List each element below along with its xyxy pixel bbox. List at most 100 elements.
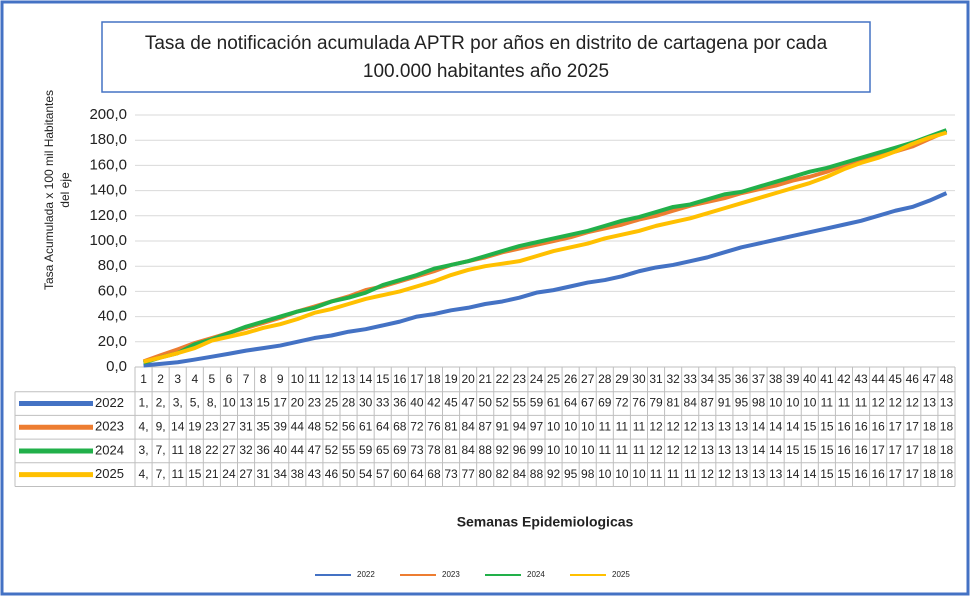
table-cell: 16 xyxy=(871,419,885,433)
y-tick-label: 200,0 xyxy=(89,106,127,123)
table-cell: 88 xyxy=(479,443,493,457)
table-cell: 61 xyxy=(547,396,561,410)
table-series-name: 2023 xyxy=(95,419,124,434)
table-cell: 13 xyxy=(718,419,732,433)
table-series-name: 2025 xyxy=(95,466,124,481)
table-cell: 77 xyxy=(461,467,475,481)
table-cell: 64 xyxy=(564,396,578,410)
x-tick-label: 20 xyxy=(461,372,475,386)
x-tick-label: 39 xyxy=(786,372,800,386)
table-cell: 43 xyxy=(308,467,322,481)
table-cell: 16 xyxy=(871,467,885,481)
table-cell: 11 xyxy=(616,419,629,433)
x-tick-label: 45 xyxy=(889,372,903,386)
series-line xyxy=(143,130,948,364)
table-cell: 40 xyxy=(274,443,288,457)
table-cell: 13 xyxy=(752,467,766,481)
chart-title: 100.000 habitantes año 2025 xyxy=(363,61,609,82)
table-cell: 52 xyxy=(325,443,339,457)
table-cell: 15 xyxy=(803,443,817,457)
y-axis-title: del eje xyxy=(58,172,72,208)
table-cell: 27 xyxy=(222,443,236,457)
table-cell: 50 xyxy=(342,467,356,481)
table-cell: 12 xyxy=(684,443,698,457)
x-tick-label: 26 xyxy=(564,372,578,386)
table-cell: 15 xyxy=(188,467,202,481)
table-cell: 12 xyxy=(649,443,663,457)
table-cell: 52 xyxy=(496,396,510,410)
table-cell: 15 xyxy=(786,443,800,457)
table-cell: 15 xyxy=(820,419,834,433)
table-cell: 10 xyxy=(222,396,236,410)
table-cell: 15 xyxy=(837,467,851,481)
legend-label: 2023 xyxy=(442,570,460,579)
table-cell: 18 xyxy=(923,443,937,457)
table-cell: 15 xyxy=(803,419,817,433)
x-tick-label: 16 xyxy=(393,372,407,386)
table-cell: 97 xyxy=(530,419,544,433)
table-cell: 10 xyxy=(547,419,561,433)
table-cell: 17 xyxy=(274,396,288,410)
table-cell: 23 xyxy=(205,419,219,433)
y-tick-label: 60,0 xyxy=(98,282,127,299)
table-cell: 95 xyxy=(735,396,749,410)
table-cell: 12 xyxy=(906,396,920,410)
table-cell: 45 xyxy=(444,396,458,410)
table-cell: 81 xyxy=(444,419,458,433)
x-tick-label: 13 xyxy=(342,372,356,386)
table-cell: 87 xyxy=(701,396,715,410)
table-cell: 14 xyxy=(752,443,766,457)
table-cell: 19 xyxy=(188,419,202,433)
table-cell: 17 xyxy=(889,467,903,481)
table-cell: 13 xyxy=(923,396,937,410)
table-cell: 17 xyxy=(906,467,920,481)
table-cell: 28 xyxy=(342,396,356,410)
x-tick-label: 12 xyxy=(325,372,339,386)
table-cell: 67 xyxy=(581,396,595,410)
table-cell: 13 xyxy=(735,467,749,481)
table-cell: 10 xyxy=(632,467,646,481)
x-tick-label: 24 xyxy=(530,372,544,386)
table-cell: 4, xyxy=(139,467,149,481)
table-cell: 81 xyxy=(666,396,680,410)
table-cell: 11 xyxy=(633,443,646,457)
table-cell: 87 xyxy=(479,419,493,433)
table-cell: 14 xyxy=(769,443,783,457)
x-tick-label: 25 xyxy=(547,372,561,386)
x-tick-label: 32 xyxy=(666,372,680,386)
table-cell: 14 xyxy=(769,419,783,433)
table-cell: 11 xyxy=(171,443,184,457)
x-tick-label: 22 xyxy=(496,372,510,386)
table-cell: 17 xyxy=(889,443,903,457)
y-tick-label: 100,0 xyxy=(89,232,127,249)
table-cell: 35 xyxy=(256,419,270,433)
table-cell: 12 xyxy=(718,467,732,481)
table-cell: 1, xyxy=(139,396,149,410)
table-cell: 13 xyxy=(239,396,253,410)
table-cell: 84 xyxy=(684,396,698,410)
x-tick-label: 23 xyxy=(513,372,527,386)
table-cell: 69 xyxy=(598,396,612,410)
table-cell: 16 xyxy=(837,419,851,433)
series-line xyxy=(142,128,948,365)
table-cell: 84 xyxy=(461,443,475,457)
table-cell: 13 xyxy=(735,419,749,433)
table-cell: 68 xyxy=(427,467,441,481)
table-cell: 11 xyxy=(838,396,851,410)
table-cell: 31 xyxy=(239,419,253,433)
table-cell: 12 xyxy=(666,419,680,433)
table-cell: 57 xyxy=(376,467,390,481)
table-cell: 91 xyxy=(718,396,732,410)
table-cell: 14 xyxy=(786,419,800,433)
table-cell: 10 xyxy=(769,396,783,410)
table-cell: 18 xyxy=(940,467,954,481)
x-tick-label: 6 xyxy=(226,372,233,386)
table-cell: 12 xyxy=(649,419,663,433)
table-cell: 10 xyxy=(564,443,578,457)
x-tick-label: 31 xyxy=(649,372,663,386)
table-cell: 60 xyxy=(393,467,407,481)
legend-label: 2024 xyxy=(527,570,545,579)
table-cell: 72 xyxy=(615,396,629,410)
